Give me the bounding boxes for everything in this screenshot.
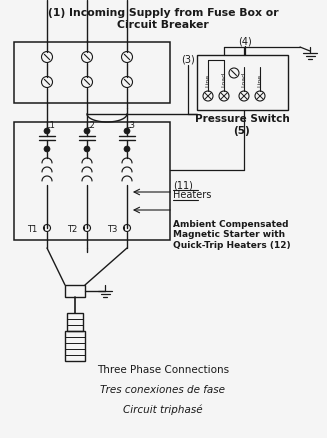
Bar — [14, 42, 170, 103]
Circle shape — [84, 128, 90, 134]
Bar — [197, 55, 288, 110]
Text: (3): (3) — [181, 55, 195, 65]
Circle shape — [44, 146, 50, 152]
Circle shape — [84, 146, 90, 152]
Text: Pressure Switch: Pressure Switch — [195, 114, 289, 124]
Text: L3: L3 — [125, 121, 135, 131]
Text: Load: Load — [221, 72, 227, 87]
Text: Three Phase Connections: Three Phase Connections — [97, 365, 229, 375]
Bar — [67, 313, 83, 331]
Text: Ambient Compensated
Magnetic Starter with
Quick-Trip Heaters (12): Ambient Compensated Magnetic Starter wit… — [173, 220, 291, 250]
Circle shape — [124, 146, 130, 152]
Text: (4): (4) — [238, 37, 252, 47]
Text: Load: Load — [242, 72, 247, 87]
Text: Heaters: Heaters — [173, 190, 211, 200]
Text: Circuit Breaker: Circuit Breaker — [117, 20, 209, 30]
Bar — [14, 122, 170, 240]
Circle shape — [44, 128, 50, 134]
Text: (1) Incoming Supply from Fuse Box or: (1) Incoming Supply from Fuse Box or — [48, 8, 278, 18]
Text: Line: Line — [257, 74, 263, 87]
Text: Circuit triphasé: Circuit triphasé — [123, 405, 203, 415]
Circle shape — [124, 128, 130, 134]
Text: T3: T3 — [107, 225, 117, 233]
Text: Tres conexiones de fase: Tres conexiones de fase — [100, 385, 226, 395]
Text: (11): (11) — [173, 180, 193, 190]
Text: Line: Line — [205, 74, 211, 87]
Text: T1: T1 — [27, 225, 37, 233]
Text: (5): (5) — [233, 126, 250, 136]
Text: T2: T2 — [67, 225, 77, 233]
Text: L1: L1 — [45, 121, 55, 131]
Text: L2: L2 — [85, 121, 95, 131]
Bar — [65, 285, 85, 297]
Bar — [65, 331, 85, 361]
